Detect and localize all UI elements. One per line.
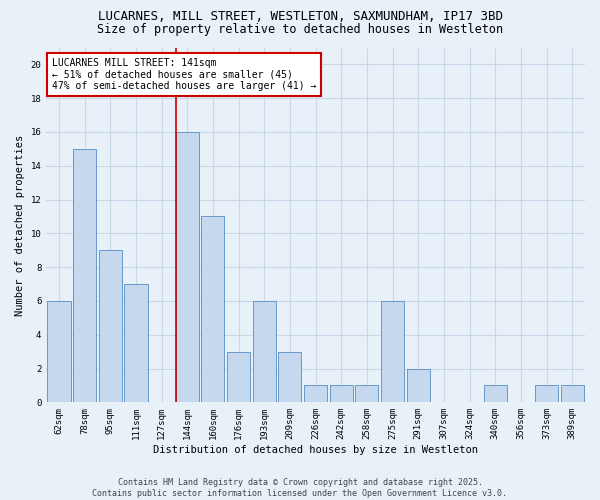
Bar [278,352,301,403]
Bar [355,386,379,402]
Bar [329,386,353,402]
Bar [484,386,507,402]
Bar [73,149,96,403]
Bar [535,386,558,402]
Bar [47,301,71,402]
Bar [176,132,199,402]
Bar [124,284,148,403]
Bar [253,301,276,402]
X-axis label: Distribution of detached houses by size in Westleton: Distribution of detached houses by size … [153,445,478,455]
Bar [227,352,250,403]
Text: Size of property relative to detached houses in Westleton: Size of property relative to detached ho… [97,22,503,36]
Y-axis label: Number of detached properties: Number of detached properties [15,134,25,316]
Bar [381,301,404,402]
Bar [304,386,327,402]
Bar [407,368,430,402]
Bar [202,216,224,402]
Text: LUCARNES, MILL STREET, WESTLETON, SAXMUNDHAM, IP17 3BD: LUCARNES, MILL STREET, WESTLETON, SAXMUN… [97,10,503,23]
Text: LUCARNES MILL STREET: 141sqm
← 51% of detached houses are smaller (45)
47% of se: LUCARNES MILL STREET: 141sqm ← 51% of de… [52,58,316,92]
Text: Contains HM Land Registry data © Crown copyright and database right 2025.
Contai: Contains HM Land Registry data © Crown c… [92,478,508,498]
Bar [99,250,122,402]
Bar [560,386,584,402]
